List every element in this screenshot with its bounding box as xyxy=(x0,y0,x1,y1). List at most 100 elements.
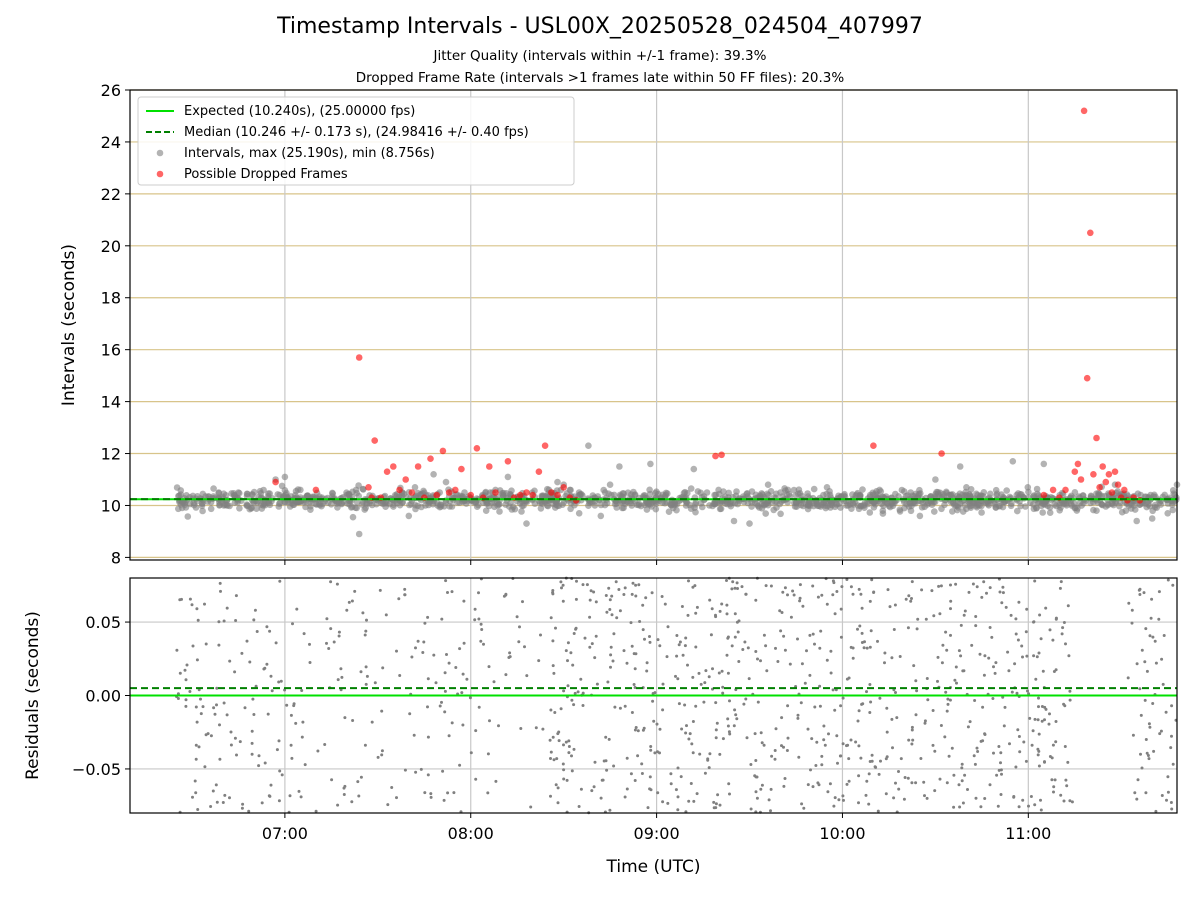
residual-point xyxy=(1013,662,1017,666)
residual-point xyxy=(1017,600,1021,604)
residual-point xyxy=(1037,705,1040,709)
residual-point xyxy=(1161,682,1165,686)
residual-point xyxy=(1051,638,1055,642)
residual-point xyxy=(1012,795,1016,798)
residual-point xyxy=(737,619,741,623)
residual-point xyxy=(622,593,626,596)
residual-point xyxy=(805,649,808,653)
dropped-frame-point xyxy=(473,445,481,452)
dropped-frame-point xyxy=(486,463,493,470)
residual-point xyxy=(534,726,538,730)
residual-point xyxy=(819,629,823,633)
residual-point xyxy=(949,607,952,611)
interval-point xyxy=(1128,501,1135,508)
residual-point xyxy=(1017,735,1021,738)
dropped-frame-point xyxy=(390,463,397,470)
residual-point xyxy=(708,752,712,756)
residual-point xyxy=(919,757,923,760)
interval-point xyxy=(244,490,251,498)
interval-point xyxy=(933,488,940,496)
residual-point xyxy=(987,656,991,660)
residual-point xyxy=(851,656,855,660)
residual-point xyxy=(906,776,910,780)
residual-point xyxy=(957,783,961,787)
residual-point xyxy=(460,691,464,695)
residual-point xyxy=(1004,605,1008,609)
residual-point xyxy=(816,781,820,785)
residual-point xyxy=(823,743,827,747)
residual-point xyxy=(465,677,469,681)
residual-point xyxy=(634,594,638,598)
residual-point xyxy=(234,619,238,622)
interval-point xyxy=(1003,487,1010,494)
interval-point xyxy=(959,508,967,515)
dropped-frame-point xyxy=(1080,107,1088,115)
residual-point xyxy=(1133,791,1137,795)
residual-point xyxy=(479,639,483,643)
residual-point xyxy=(841,696,845,700)
residual-point xyxy=(825,658,829,662)
residual-point xyxy=(1032,620,1036,624)
interval-point xyxy=(518,508,525,515)
residual-point xyxy=(1037,696,1040,700)
residual-point xyxy=(922,780,926,784)
residual-point xyxy=(885,730,889,734)
dropped-frame-point xyxy=(365,484,372,491)
residual-point xyxy=(936,679,939,683)
dropped-frame-point xyxy=(548,489,555,496)
residual-point xyxy=(299,795,303,799)
residual-point xyxy=(914,713,918,717)
residual-point xyxy=(811,584,815,588)
interval-point xyxy=(442,478,450,486)
residual-point xyxy=(851,592,855,596)
residual-point xyxy=(847,757,851,761)
residual-point xyxy=(588,615,592,619)
residual-point xyxy=(832,581,836,585)
residual-point xyxy=(633,779,637,782)
residual-point xyxy=(300,735,304,739)
residual-point xyxy=(715,721,719,725)
residual-point xyxy=(808,673,812,677)
residual-point xyxy=(733,708,737,712)
residual-point xyxy=(608,598,612,602)
residual-point xyxy=(829,671,833,675)
interval-point xyxy=(1141,500,1149,507)
residual-point xyxy=(337,630,341,634)
residual-point xyxy=(745,736,749,740)
residual-point xyxy=(681,653,685,657)
legend-dropped-swatch xyxy=(156,170,164,178)
residual-point xyxy=(607,737,611,741)
residual-point xyxy=(343,716,347,720)
residual-point xyxy=(595,682,599,686)
residual-point xyxy=(438,704,442,708)
residual-point xyxy=(1054,616,1058,620)
interval-point xyxy=(734,500,741,508)
residual-point xyxy=(508,651,512,655)
residual-point xyxy=(641,628,645,632)
residual-point xyxy=(1144,627,1148,631)
residual-point xyxy=(868,711,872,714)
interval-point xyxy=(901,504,908,512)
residual-point xyxy=(361,611,365,615)
residual-point xyxy=(238,740,242,744)
residual-point xyxy=(868,683,872,686)
y-tick-label: 18 xyxy=(101,289,121,308)
residual-point xyxy=(630,592,634,596)
residual-point xyxy=(687,579,690,583)
residual-point xyxy=(856,627,859,631)
residual-point xyxy=(1065,784,1069,788)
interval-point xyxy=(575,510,583,517)
residual-point xyxy=(278,579,282,583)
dropped-frame-point xyxy=(467,491,475,499)
residual-point xyxy=(847,779,851,783)
residual-point xyxy=(970,643,974,647)
residual-point xyxy=(643,637,646,641)
residual-point xyxy=(605,610,609,614)
residual-point xyxy=(1039,798,1042,802)
residual-point xyxy=(944,630,948,634)
residual-point xyxy=(1002,724,1006,728)
residual-point xyxy=(780,744,783,748)
residual-point xyxy=(263,761,267,765)
residual-point xyxy=(252,713,256,716)
